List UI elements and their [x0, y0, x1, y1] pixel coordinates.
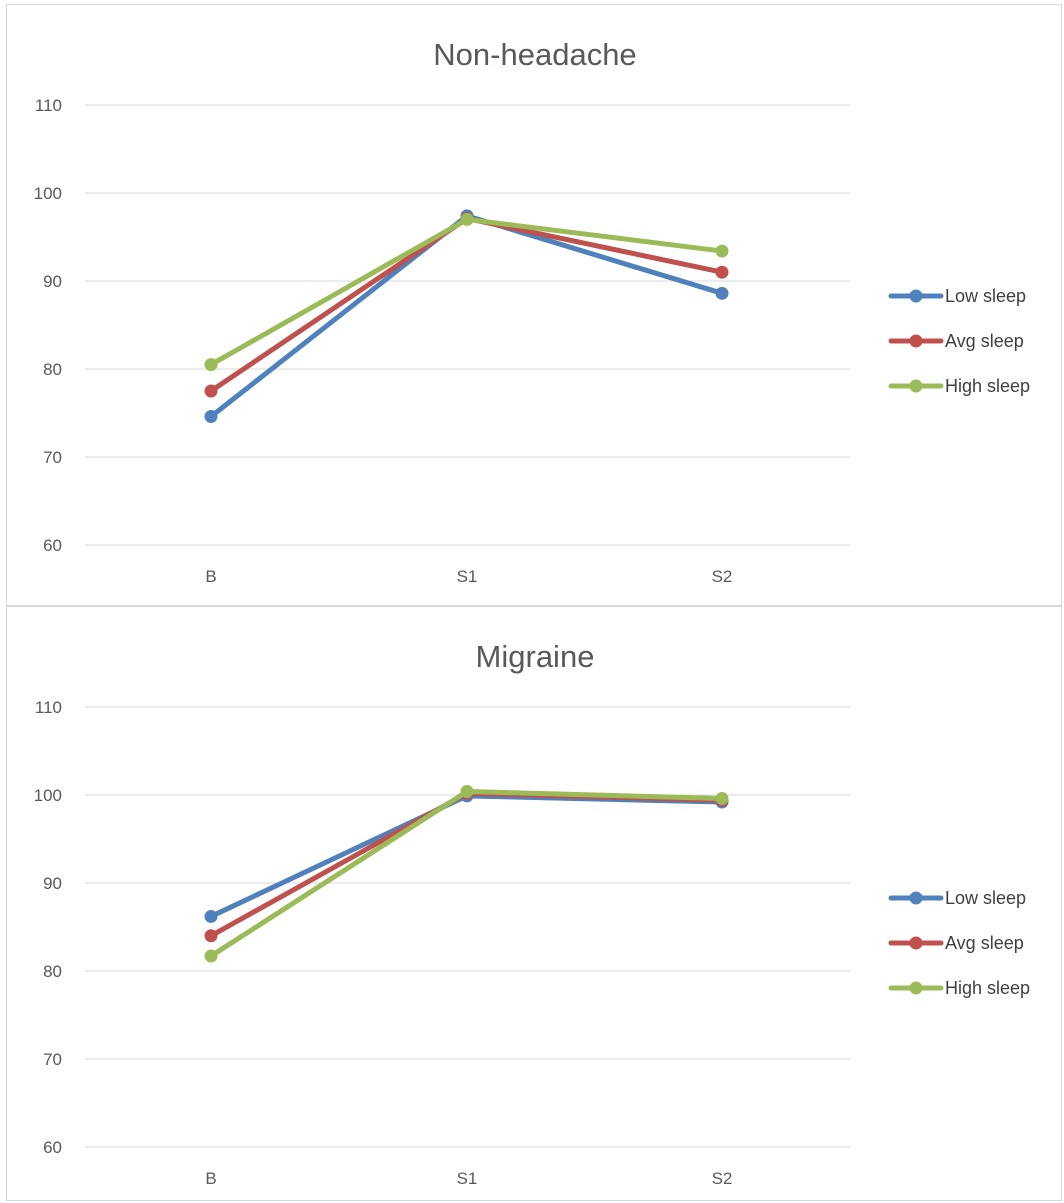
legend-label: Low sleep [945, 888, 1026, 908]
legend-marker [909, 289, 923, 303]
data-point [715, 244, 729, 258]
legend-label: High sleep [945, 978, 1030, 998]
y-tick-label: 60 [43, 536, 62, 555]
y-tick-label: 80 [43, 962, 62, 981]
legend-label: Avg sleep [945, 933, 1024, 953]
data-point [715, 265, 729, 279]
chart-title: Non-headache [433, 37, 636, 72]
y-tick-label: 70 [43, 1050, 62, 1069]
line-chart-migraine: Migraine 60 70 80 90 100 110 B S1 S2 Low sleep Avg … [34, 639, 1030, 1188]
series-line [208, 216, 725, 368]
y-tick-label: 60 [43, 1138, 62, 1157]
legend-marker [909, 891, 923, 905]
y-tick-label: 90 [43, 874, 62, 893]
series-line [208, 793, 725, 919]
legend-label: Low sleep [945, 286, 1026, 306]
series-line [208, 216, 725, 394]
series-line [208, 790, 725, 939]
x-tick-label: B [205, 1169, 216, 1188]
chart-panel-migraine: Migraine 60 70 80 90 100 110 B S1 S2 Low sleep Avg … [6, 606, 1062, 1201]
y-tick-label: 110 [35, 96, 62, 115]
line-chart-non-headache: Non-headache 60 70 80 90 100 110 B S1 S2 Low sleep… [34, 37, 1030, 586]
chart-panel-non-headache: Non-headache 60 70 80 90 100 110 B S1 S2 Low sleep… [6, 4, 1062, 606]
y-tick-label: 100 [34, 786, 62, 805]
data-point [204, 358, 218, 372]
legend-marker [909, 936, 923, 950]
x-tick-label: S1 [457, 567, 478, 586]
data-point [715, 286, 729, 300]
data-point [204, 949, 218, 963]
x-tick-label: S2 [712, 1169, 733, 1188]
legend-marker [909, 981, 923, 995]
series-line [208, 788, 725, 959]
series-line [208, 213, 725, 420]
legend-label: Avg sleep [945, 331, 1024, 351]
data-point [460, 212, 474, 226]
y-tick-label: 110 [35, 698, 62, 717]
data-point [204, 410, 218, 424]
y-tick-label: 70 [43, 448, 62, 467]
x-tick-label: B [205, 567, 216, 586]
legend-marker [909, 379, 923, 393]
data-point [460, 784, 474, 798]
data-point [715, 792, 729, 806]
y-tick-label: 90 [43, 272, 62, 291]
y-tick-label: 80 [43, 360, 62, 379]
chart-title: Migraine [476, 639, 595, 674]
legend-label: High sleep [945, 376, 1030, 396]
legend-marker [909, 334, 923, 348]
x-tick-label: S2 [712, 567, 733, 586]
data-point [204, 384, 218, 398]
data-point [204, 929, 218, 943]
x-tick-label: S1 [457, 1169, 478, 1188]
data-point [204, 909, 218, 923]
y-tick-label: 100 [34, 184, 62, 203]
